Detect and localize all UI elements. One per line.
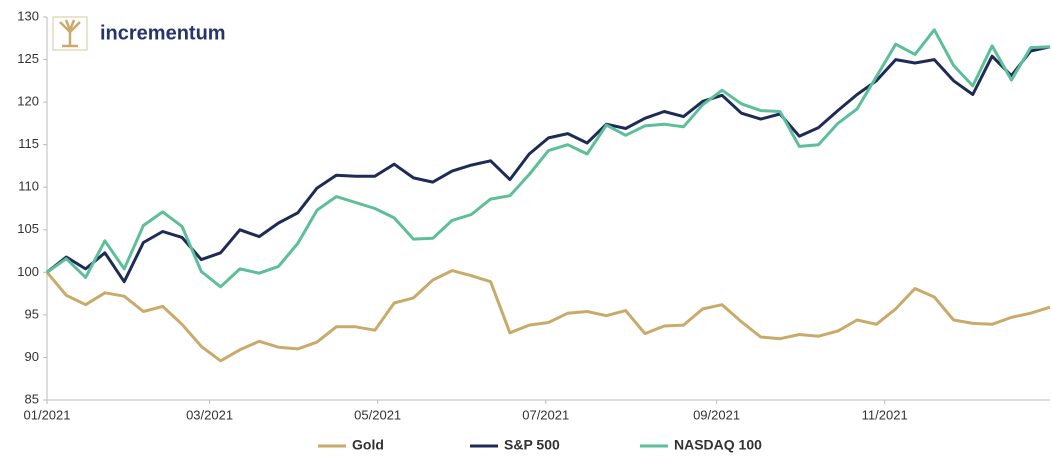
y-tick-label: 90 <box>25 349 39 364</box>
legend-label: Gold <box>352 437 384 453</box>
logo-frame <box>52 16 88 51</box>
y-tick-label: 100 <box>17 264 39 279</box>
logo: incrementum <box>52 16 226 51</box>
y-tick-label: 110 <box>18 179 39 194</box>
brand-name: incrementum <box>100 22 226 44</box>
legend-label: S&P 500 <box>504 437 560 453</box>
x-tick-label: 09/2021 <box>693 407 740 422</box>
legend: Gold S&P 500 NASDAQ 100 <box>318 437 762 453</box>
y-tick-label: 85 <box>25 391 39 406</box>
y-tick-label: 105 <box>17 221 39 236</box>
logo-tree <box>59 19 81 48</box>
y-tick-label: 120 <box>17 94 39 109</box>
series-line <box>46 45 1051 284</box>
x-tick-label: 07/2021 <box>522 407 569 422</box>
x-tick-label: 01/2021 <box>24 407 71 422</box>
x-tick-label: 03/2021 <box>186 407 233 422</box>
y-tick-label: 115 <box>18 136 39 151</box>
x-tick-label: 11/2021 <box>862 407 908 422</box>
legend-label: NASDAQ 100 <box>674 437 762 453</box>
y-tick-label: 125 <box>17 51 39 66</box>
x-tick-label: 05/2021 <box>354 407 401 422</box>
y-tick-label: 95 <box>25 306 39 321</box>
y-tick-label: 130 <box>17 8 39 23</box>
series-line <box>46 28 1051 289</box>
series-line <box>45 269 1051 363</box>
